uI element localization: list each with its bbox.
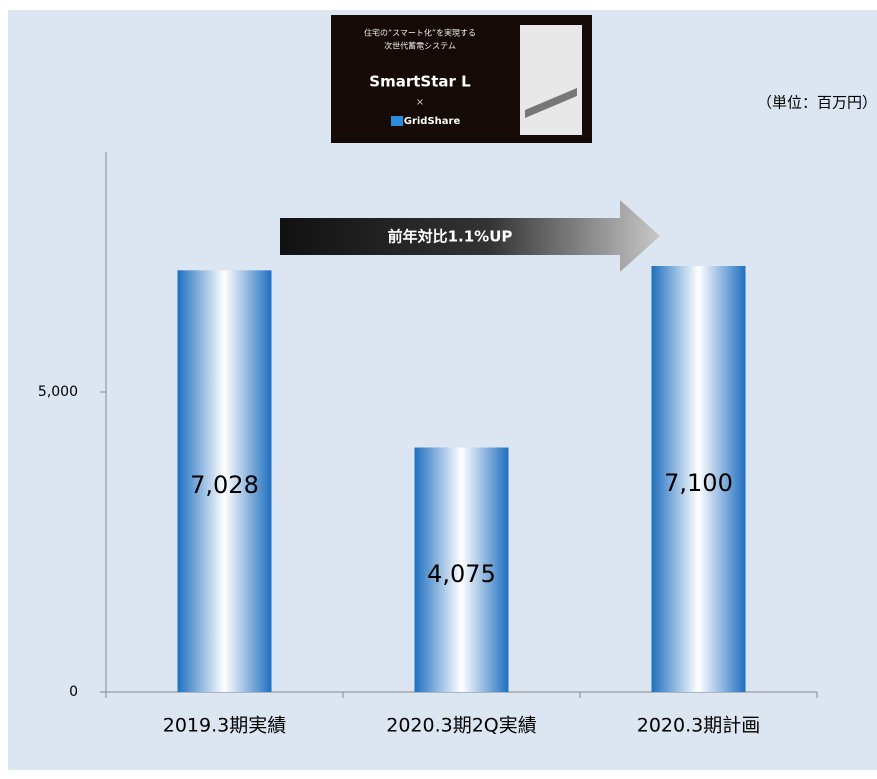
growth-annotation: 前年対比1.1%UP: [388, 228, 513, 246]
bar: [177, 270, 272, 692]
logo-text: GridShare: [404, 116, 461, 127]
product-stripe: [525, 88, 577, 118]
logo-icon: [391, 116, 403, 126]
y-tick-label: 5,000: [38, 384, 78, 400]
bar: [414, 447, 509, 692]
product-image: [520, 25, 582, 135]
bar: [651, 266, 746, 692]
value-label: 4,075: [427, 560, 496, 588]
logo-text: SmartStar L: [369, 73, 471, 91]
x-tick-label: 2020.3期2Q実績: [386, 715, 537, 737]
x-tick-label: 2019.3期実績: [163, 715, 286, 737]
value-label: 7,100: [664, 469, 733, 497]
unit-label: （単位：百万円）: [757, 94, 877, 112]
logo: 住宅の“スマート化”を実現する 次世代蓄電システム SmartStar L × …: [331, 15, 592, 143]
growth-arrow: [280, 200, 660, 272]
y-tick-label: 0: [69, 684, 78, 700]
value-label: 7,028: [190, 471, 259, 499]
logo-text: 次世代蓄電システム: [384, 41, 456, 51]
x-tick-label: 2020.3期計画: [637, 715, 760, 737]
logo-text: ×: [416, 97, 424, 108]
logo-text: 住宅の“スマート化”を実現する: [364, 28, 476, 38]
